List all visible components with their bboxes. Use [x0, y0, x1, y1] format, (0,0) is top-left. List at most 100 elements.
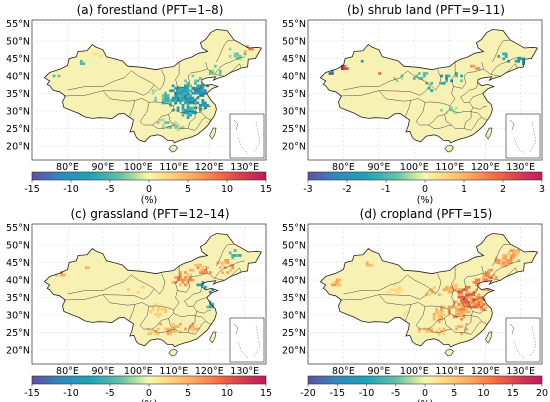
colorbar-tick-label: 5: [451, 388, 457, 399]
colorbar-tick-label: -10: [359, 388, 375, 399]
lat-tick-label: 50°N: [6, 241, 30, 252]
lat-tick-label: 45°N: [282, 258, 306, 269]
lat-tick-label: 35°N: [6, 89, 30, 100]
colorbar-tick-label: -5: [105, 184, 114, 195]
colorbar-tick-label: 0: [146, 184, 152, 195]
lat-tick-label: 45°N: [6, 54, 30, 65]
colorbar-unit: (%): [417, 399, 433, 402]
lon-tick-label: 100°E: [400, 366, 429, 377]
lat-tick-label: 35°N: [6, 293, 30, 304]
lon-tick-label: 80°E: [332, 162, 355, 173]
colorbar-tick-label: 15: [260, 184, 272, 195]
lat-tick-label: 50°N: [282, 241, 306, 252]
colorbar-gradient: [307, 171, 543, 181]
national-border: [43, 233, 263, 348]
lat-tick-label: 25°N: [6, 124, 30, 135]
lat-tick-label: 35°N: [282, 89, 306, 100]
map-area: 55°N 50°N 45°N 40°N 35°N 30°N 25°N 20°N 80°E 90°E…: [282, 19, 543, 173]
colorbar-tick-label: -10: [63, 388, 79, 399]
lon-tick-label: 110°E: [159, 162, 188, 173]
lat-tick-label: 45°N: [282, 54, 306, 65]
lon-tick-label: 120°E: [471, 162, 500, 173]
china-landmass: [44, 233, 262, 347]
hainan-island: [168, 145, 178, 153]
panel-grassland: (c) grassland (PFT=12–14) 55°N 50°N 45°N 40…: [6, 207, 272, 402]
lat-tick-label: 55°N: [6, 223, 30, 234]
lat-tick-label: 20°N: [282, 142, 306, 153]
colorbar-tick-label: 5: [185, 388, 191, 399]
panel-title: (d) cropland (PFT=15): [360, 207, 493, 221]
lat-tick-label: 40°N: [282, 276, 306, 287]
lat-tick-label: 30°N: [282, 107, 306, 118]
colorbar-gradient: [31, 375, 267, 385]
colorbar-unit: (%): [417, 195, 433, 206]
lon-tick-label: 130°E: [230, 162, 259, 173]
lat-tick-label: 30°N: [282, 311, 306, 322]
province-borders: [63, 39, 245, 131]
lon-tick-label: 120°E: [195, 162, 224, 173]
lon-tick-label: 130°E: [230, 366, 259, 377]
colorbar-tick-label: -10: [63, 184, 79, 195]
panel-title: (c) grassland (PFT=12–14): [70, 207, 229, 221]
lon-tick-label: 130°E: [506, 162, 535, 173]
colorbar: -15 -10 -5 0 5 10 15 (%): [24, 375, 272, 402]
taiwan-island: [209, 127, 217, 140]
colorbar-tick-label: 0: [422, 388, 428, 399]
taiwan-island: [485, 127, 493, 140]
lon-tick-label: 90°E: [91, 162, 114, 173]
colorbar-tick-label: 0: [146, 388, 152, 399]
hainan-island: [444, 145, 454, 153]
change-cells: [328, 52, 525, 115]
lon-tick-label: 90°E: [91, 366, 114, 377]
colorbar: -20 -15 -10 -5 0 5 10 15 20 (%): [300, 375, 548, 402]
colorbar-gradient: [31, 171, 267, 181]
lon-tick-label: 110°E: [435, 366, 464, 377]
china-landmass: [320, 29, 538, 143]
colorbar-tick-label: -5: [105, 388, 114, 399]
province-borders: [339, 243, 521, 335]
lat-tick-label: 20°N: [6, 346, 30, 357]
panel-cropland: (d) cropland (PFT=15) 55°N 50°N 45°N 40°N 35…: [282, 207, 548, 402]
south-china-sea-inset: [229, 113, 265, 159]
lat-tick-label: 40°N: [6, 72, 30, 83]
south-china-sea-inset: [229, 317, 265, 363]
hainan-island: [168, 349, 178, 357]
lon-tick-label: 90°E: [367, 366, 390, 377]
panel-shrub-land: (b) shrub land (PFT=9–11) 55°N 50°N 45°N 40…: [282, 3, 545, 206]
colorbar-tick-label: -15: [24, 388, 40, 399]
china-landmass: [44, 29, 262, 143]
lat-tick-label: 55°N: [282, 223, 306, 234]
south-china-sea-inset: [505, 317, 541, 363]
map-area: 55°N 50°N 45°N 40°N 35°N 30°N 25°N 20°N 80°E 90°E…: [6, 19, 267, 173]
taiwan-island: [485, 331, 493, 344]
lat-tick-label: 30°N: [6, 107, 30, 118]
lat-tick-label: 25°N: [282, 124, 306, 135]
national-border: [319, 233, 539, 348]
colorbar-tick-label: -3: [303, 184, 312, 195]
lat-tick-label: 55°N: [6, 19, 30, 30]
lat-tick-label: 20°N: [6, 142, 30, 153]
lat-tick-label: 40°N: [6, 276, 30, 287]
lon-tick-label: 80°E: [332, 366, 355, 377]
map-area: 55°N 50°N 45°N 40°N 35°N 30°N 25°N 20°N 80°E 90°E…: [6, 223, 267, 377]
lat-tick-label: 50°N: [6, 37, 30, 48]
china-landmass: [320, 233, 538, 347]
lat-tick-label: 55°N: [282, 19, 306, 30]
national-border: [43, 29, 263, 144]
colorbar-unit: (%): [141, 195, 157, 206]
colorbar-tick-label: 10: [221, 388, 233, 399]
colorbar-tick-label: 15: [507, 388, 519, 399]
colorbar-tick-label: -15: [24, 184, 40, 195]
province-borders: [339, 39, 521, 131]
change-cells: [331, 249, 520, 336]
lat-tick-label: 20°N: [282, 346, 306, 357]
colorbar-unit: (%): [141, 399, 157, 402]
colorbar: -15 -10 -5 0 5 10 15 (%): [24, 171, 272, 206]
colorbar-tick-label: 20: [536, 388, 548, 399]
lon-tick-label: 120°E: [471, 366, 500, 377]
lat-tick-label: 40°N: [282, 72, 306, 83]
lat-tick-label: 30°N: [6, 311, 30, 322]
colorbar-tick-label: -15: [329, 388, 345, 399]
taiwan-island: [209, 331, 217, 344]
